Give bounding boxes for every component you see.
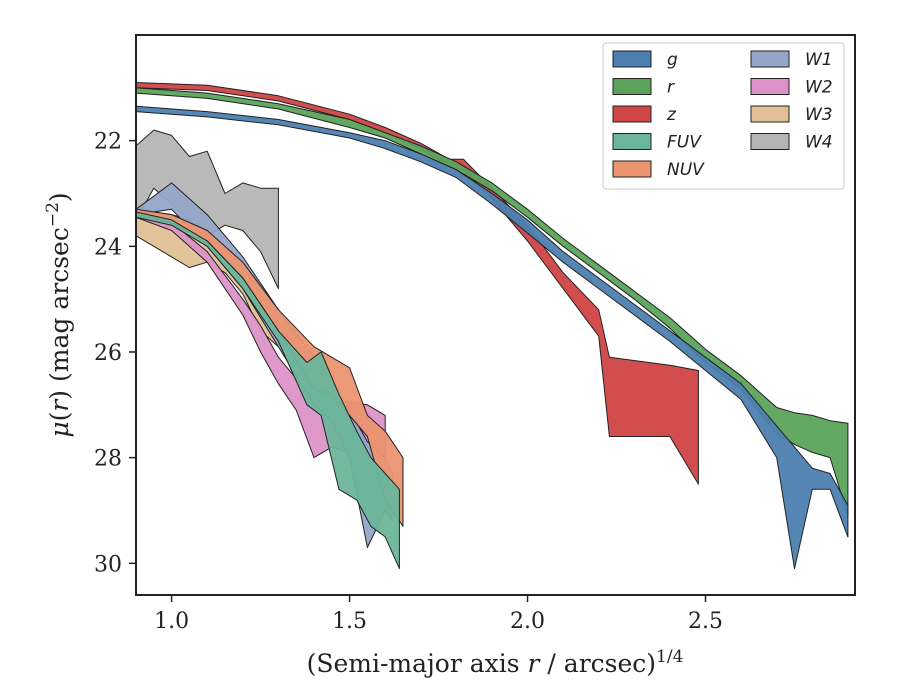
legend-swatch	[750, 78, 790, 95]
legend-label: W3	[805, 105, 833, 125]
legend-entry-r: r	[612, 78, 675, 98]
legend-label: NUV	[667, 160, 705, 180]
legend-swatch	[750, 105, 790, 123]
legend-swatch	[750, 50, 790, 68]
y-tick-label: 26	[94, 341, 122, 366]
legend-swatch	[612, 78, 652, 95]
band-g	[136, 105, 849, 570]
series-layer	[136, 82, 849, 570]
legend-entry-w4: W4	[750, 133, 833, 153]
x-axis-ticks: 1.0 1.5 2.0 2.5	[154, 595, 723, 634]
legend-entry-w2: W2	[750, 78, 833, 98]
x-tick-label: 2.0	[510, 609, 545, 634]
legend-entry-g: g	[612, 50, 678, 70]
y-tick-label: 30	[94, 552, 122, 577]
x-tick-label: 1.5	[332, 609, 367, 634]
plot-frame	[135, 34, 856, 596]
y-tick-label: 22	[94, 130, 122, 155]
legend-label: z	[666, 105, 677, 125]
x-tick-label: 2.5	[688, 609, 723, 634]
legend-label: FUV	[667, 133, 702, 153]
legend-swatch	[612, 133, 652, 150]
y-axis-ticks: 22 24 26 28 30	[94, 130, 136, 577]
legend-entry-w3: W3	[750, 105, 833, 125]
legend-label: W1	[805, 50, 833, 70]
y-tick-label: 28	[94, 447, 122, 472]
y-tick-label: 24	[94, 235, 122, 260]
band-fuv	[136, 211, 400, 570]
legend-label: W2	[805, 78, 833, 98]
legend: grz FUV NUV W1 W2 W3 W4	[602, 42, 845, 190]
x-tick-label: 1.0	[154, 609, 189, 634]
legend-label: r	[667, 78, 675, 98]
legend-swatch	[612, 50, 652, 68]
legend-entry-fuv: FUV	[612, 133, 702, 153]
legend-swatch	[750, 133, 790, 150]
x-axis-title: (Semi-major axis r / arcsec)1/4	[307, 647, 684, 678]
y-axis-title: μ(r) (mag arcsec−2)	[43, 192, 74, 437]
legend-entry-w1: W1	[750, 50, 833, 70]
legend-entry-nuv: NUV	[612, 160, 705, 180]
legend-swatch	[612, 160, 652, 178]
legend-entry-z: z	[612, 105, 677, 125]
legend-swatch	[612, 105, 652, 123]
legend-label: g	[667, 50, 678, 70]
legend-label: W4	[805, 133, 833, 153]
